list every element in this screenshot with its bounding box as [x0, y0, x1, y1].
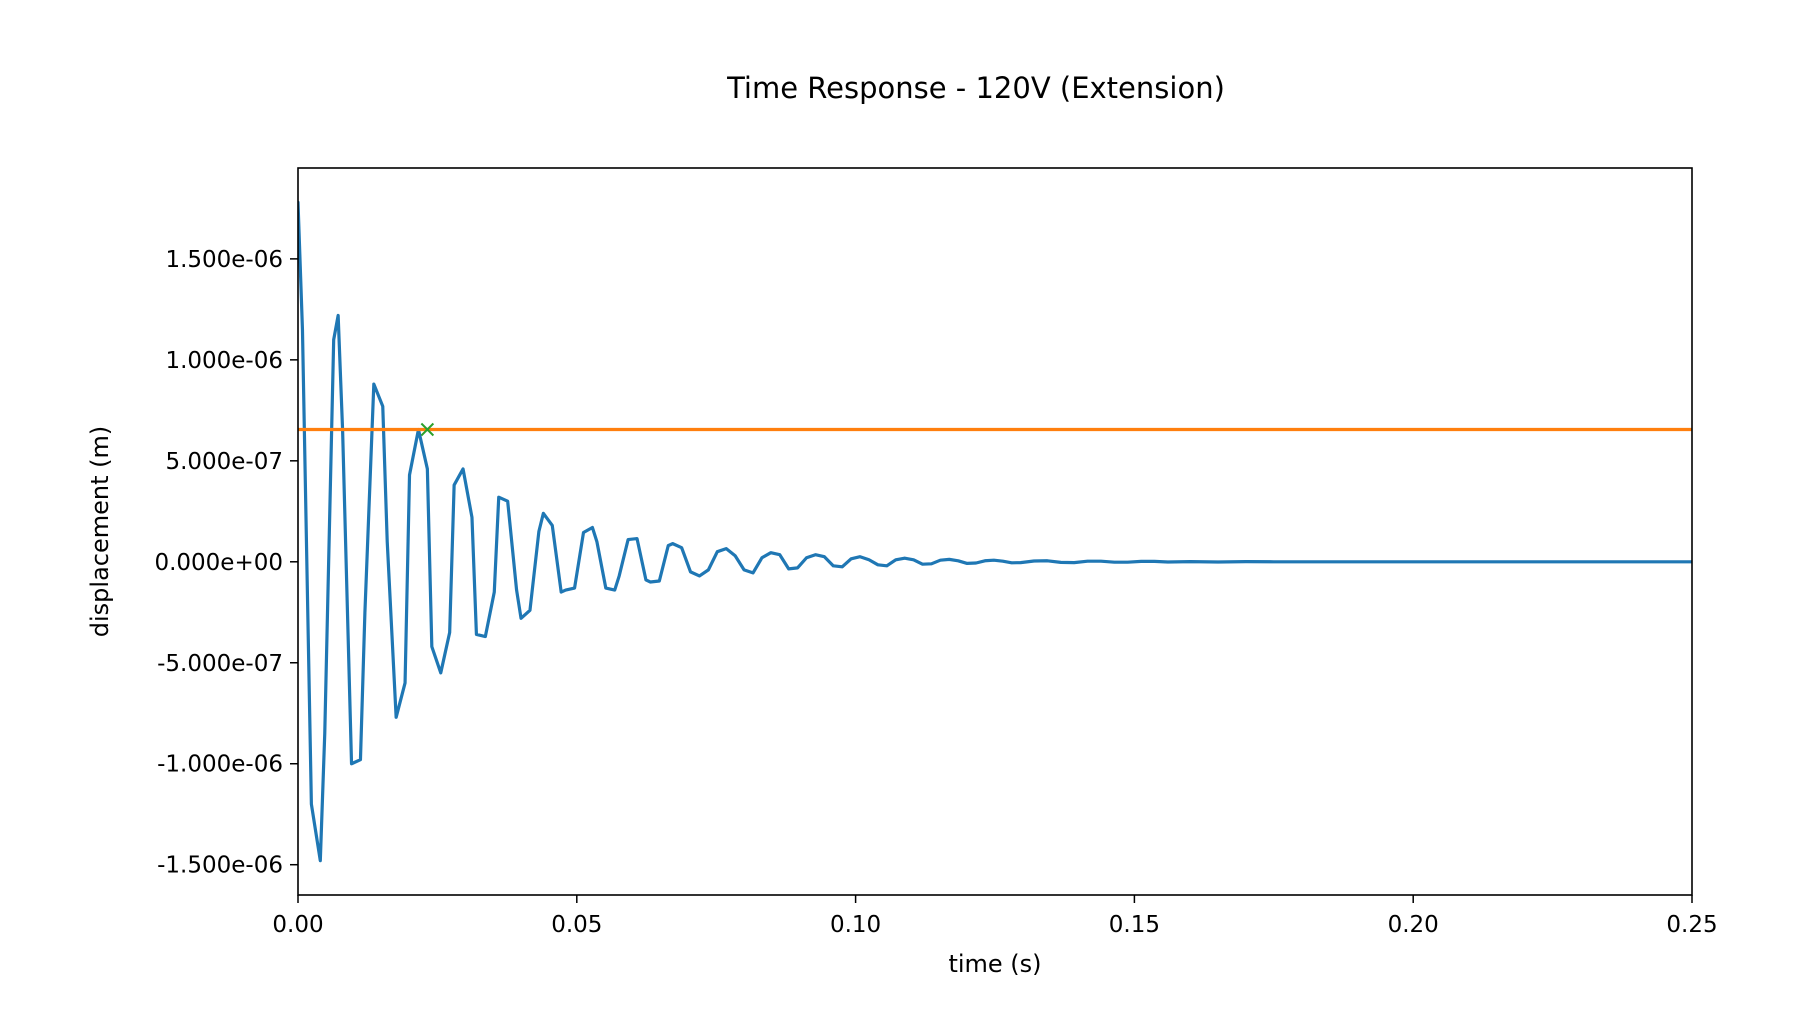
x-tick-label: 0.25 [1666, 912, 1717, 938]
x-tick-label: 0.10 [830, 912, 881, 938]
plot-area [297, 167, 1693, 896]
y-axis-label: displacement (m) [86, 426, 114, 637]
peak-marker-stroke-b [420, 422, 435, 437]
plot-frame [297, 167, 1693, 896]
y-tick-label: -5.000e-07 [157, 651, 283, 677]
peak-marker [420, 422, 435, 437]
y-tick-label: 1.500e-06 [165, 247, 283, 273]
x-tick-label: 0.20 [1388, 912, 1439, 938]
x-tick-label: 0.05 [551, 912, 602, 938]
y-tick-label: 5.000e-07 [165, 449, 283, 475]
x-tick-label: 0.15 [1109, 912, 1160, 938]
x-axis-label: time (s) [948, 950, 1041, 978]
data-layer [298, 200, 1692, 863]
x-axis-ticks: 0.00 0.05 0.10 0.15 0.20 0.25 [272, 895, 1718, 938]
y-axis-ticks: 1.500e-06 1.000e-06 5.000e-07 0.000e+00 -5.0… [154, 247, 298, 879]
y-tick-label: -1.500e-06 [157, 853, 283, 879]
y-tick-label: 1.000e-06 [165, 348, 283, 374]
y-tick-label: -1.000e-06 [157, 752, 283, 778]
y-tick-label: 0.000e+00 [154, 550, 283, 576]
x-tick-label: 0.00 [272, 912, 323, 938]
chart-title: Time Response - 120V (Extension) [726, 71, 1225, 105]
series-line-0 [298, 200, 1692, 863]
